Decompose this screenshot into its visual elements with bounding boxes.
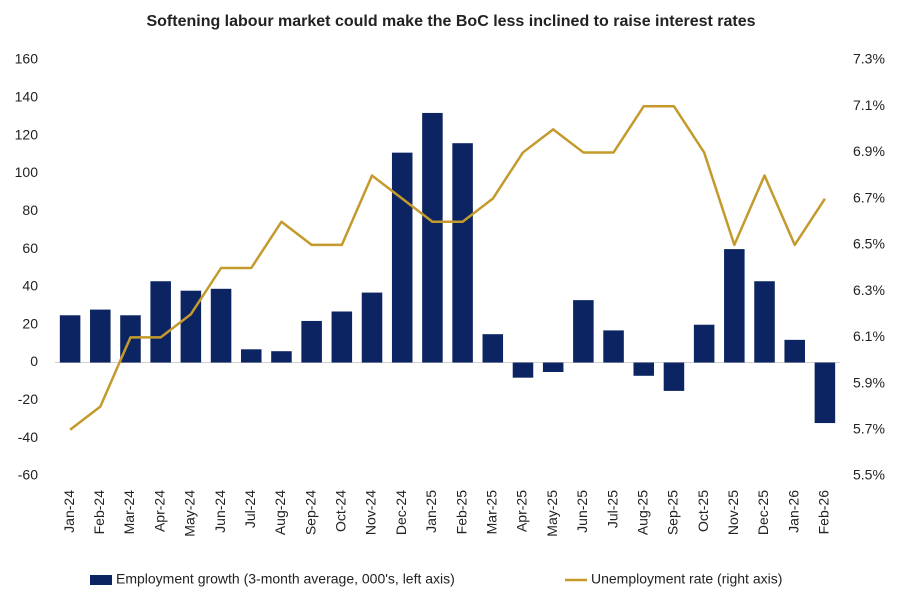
x-tick-label: Oct-24 — [333, 490, 349, 532]
x-tick-label: May-24 — [182, 490, 198, 537]
x-tick-label: Jun-24 — [212, 490, 228, 533]
bar — [633, 362, 655, 376]
bar — [724, 249, 745, 363]
y-tick-label: 140 — [15, 89, 39, 105]
y2-tick-label: 6.7% — [853, 189, 885, 205]
bar — [603, 330, 624, 363]
bar — [422, 112, 443, 363]
y-tick-label: 20 — [22, 315, 38, 331]
y-tick-label: -40 — [18, 429, 38, 445]
y2-tick-label: 7.1% — [853, 97, 885, 113]
bar — [784, 339, 805, 363]
bar — [90, 309, 111, 363]
x-tick-label: Jul-25 — [604, 490, 620, 528]
bar — [754, 281, 775, 363]
y-tick-label: -60 — [18, 467, 38, 483]
legend-label: Unemployment rate (right axis) — [591, 571, 782, 587]
bar — [150, 281, 171, 363]
bar — [391, 152, 413, 363]
bar — [452, 143, 473, 363]
x-tick-label: Jul-24 — [242, 490, 258, 528]
y-tick-label: 120 — [15, 126, 39, 142]
x-tick-label: Feb-25 — [453, 490, 469, 535]
y-tick-label: 40 — [22, 278, 38, 294]
y-tick-label: -20 — [18, 391, 38, 407]
y-tick-label: 160 — [15, 51, 39, 67]
line — [69, 104, 826, 431]
legend-swatch — [90, 575, 112, 585]
x-tick-label: Aug-25 — [634, 490, 650, 535]
x-tick-label: Nov-25 — [725, 490, 741, 535]
bar — [542, 362, 564, 372]
x-tick-label: Feb-24 — [91, 490, 107, 535]
bar — [361, 292, 383, 363]
x-tick-label: Sep-24 — [302, 490, 318, 535]
chart-title: Softening labour market could make the B… — [146, 13, 755, 30]
x-tick-label: Mar-25 — [483, 490, 499, 535]
y-tick-label: 0 — [30, 353, 38, 369]
bar — [180, 290, 202, 363]
y2-tick-label: 7.3% — [853, 51, 885, 67]
x-tick-label: Jan-24 — [61, 490, 77, 533]
bar — [210, 288, 232, 363]
bar — [482, 334, 504, 363]
y2-tick-label: 5.5% — [853, 467, 885, 483]
x-tick-label: Nov-24 — [363, 490, 379, 535]
bar — [573, 300, 594, 363]
y-tick-label: 60 — [22, 240, 38, 256]
bar — [512, 362, 534, 378]
x-tick-label: Aug-24 — [272, 490, 288, 535]
y2-tick-label: 6.1% — [853, 328, 885, 344]
bar — [814, 362, 836, 424]
x-tick-label: Apr-25 — [514, 490, 530, 532]
y-tick-label: 80 — [22, 202, 38, 218]
y-tick-label: 100 — [15, 164, 39, 180]
x-tick-label: Mar-24 — [121, 490, 137, 535]
y2-tick-label: 5.9% — [853, 374, 885, 390]
bar — [301, 320, 322, 363]
x-tick-label: May-25 — [544, 490, 560, 537]
x-tick-label: Feb-26 — [816, 490, 832, 535]
x-tick-label: Jan-26 — [785, 490, 801, 533]
y2-tick-label: 5.7% — [853, 420, 885, 436]
bar — [663, 362, 685, 391]
y2-tick-label: 6.3% — [853, 282, 885, 298]
x-tick-label: Dec-25 — [755, 490, 771, 535]
y2-tick-label: 6.5% — [853, 236, 885, 252]
x-tick-label: Jun-25 — [574, 490, 590, 533]
x-tick-label: Sep-25 — [665, 490, 681, 535]
bar — [331, 311, 353, 363]
x-tick-label: Jan-25 — [423, 490, 439, 533]
x-tick-label: Apr-24 — [151, 490, 167, 532]
x-tick-label: Dec-24 — [393, 490, 409, 535]
y2-tick-label: 6.9% — [853, 143, 885, 159]
x-tick-label: Oct-25 — [695, 490, 711, 532]
bar — [271, 351, 292, 363]
legend-label: Employment growth (3-month average, 000'… — [116, 571, 455, 587]
bar — [693, 324, 715, 363]
bar — [240, 349, 262, 363]
bar — [59, 315, 81, 363]
